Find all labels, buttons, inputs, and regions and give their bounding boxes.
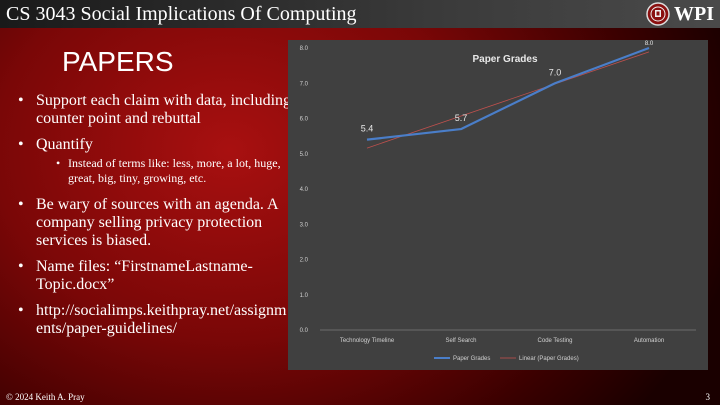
y-tick-label: 3.0 [300, 222, 309, 228]
x-tick-label: Technology Timeline [340, 338, 395, 344]
sub-bullet-text: Instead of terms like: less, more, a lot… [68, 156, 281, 185]
title-bar: CS 3043 Social Implications Of Computing… [0, 0, 720, 28]
data-label: 8.0 [645, 41, 654, 47]
bullet-dot-icon: • [18, 196, 24, 213]
course-title: CS 3043 Social Implications Of Computing [6, 3, 357, 25]
chart-legend: Paper Grades Linear (Paper Grades) [434, 356, 579, 362]
y-tick-label: 6.0 [300, 117, 309, 123]
data-label: 5.7 [455, 113, 468, 123]
bullet-item: • Be wary of sources with an agenda. A c… [18, 196, 293, 250]
bullet-link[interactable]: http://socialimps.keithpray.net/assignme… [36, 302, 287, 337]
plot-area: 5.4 5.7 7.0 8.0 [361, 41, 654, 149]
bullet-dot-icon: • [18, 136, 24, 153]
y-tick-label: 2.0 [300, 258, 309, 264]
x-tick-label: Self Search [445, 338, 476, 344]
x-axis: Technology Timeline Self Search Code Testi… [320, 329, 696, 344]
bullet-list: • Support each claim with data, includin… [18, 92, 293, 346]
chart-title: Paper Grades [472, 54, 537, 65]
sub-bullet-item: • Instead of terms like: less, more, a l… [56, 156, 293, 186]
trend-line [366, 51, 650, 149]
chart-svg: Paper Grades 0.0 1.0 2.0 3.0 4.0 5.0 6.0 7.0 8.0… [300, 41, 696, 362]
paper-grades-chart: Paper Grades 0.0 1.0 2.0 3.0 4.0 5.0 6.0 7.0 8.0… [288, 40, 708, 370]
bullet-dot-icon: • [18, 92, 24, 109]
x-tick-label: Automation [634, 338, 664, 344]
legend-series-label: Paper Grades [453, 356, 490, 362]
data-label: 5.4 [361, 124, 374, 134]
bullet-text: Name files: “FirstnameLastname-Topic.doc… [36, 258, 253, 293]
page-number: 3 [705, 392, 711, 402]
series-line [366, 46, 650, 141]
wpi-logo: WPI [646, 2, 714, 26]
y-tick-label: 0.0 [300, 328, 309, 334]
bullet-text: Be wary of sources with an agenda. A com… [36, 196, 278, 249]
x-tick-label: Code Testing [538, 338, 573, 344]
bullet-item: • http://socialimps.keithpray.net/assign… [18, 302, 293, 338]
bullet-item: • Name files: “FirstnameLastname-Topic.d… [18, 258, 293, 294]
y-tick-label: 4.0 [300, 187, 309, 193]
bullet-dot-icon: • [18, 302, 24, 319]
bullet-text: Support each claim with data, including … [36, 92, 292, 127]
bullet-dot-icon: • [56, 156, 61, 170]
wpi-seal-icon [646, 2, 670, 26]
bullet-item: • Support each claim with data, includin… [18, 92, 293, 128]
bullet-dot-icon: • [18, 258, 24, 275]
y-tick-label: 8.0 [300, 46, 309, 52]
data-label: 7.0 [549, 67, 562, 77]
slide-heading: PAPERS [62, 46, 174, 77]
y-tick-label: 5.0 [300, 152, 309, 158]
bullet-item: • Quantify [18, 136, 293, 154]
y-axis: 0.0 1.0 2.0 3.0 4.0 5.0 6.0 7.0 8.0 [300, 46, 309, 334]
legend-trend-label: Linear (Paper Grades) [519, 356, 579, 362]
y-tick-label: 7.0 [300, 81, 309, 87]
y-tick-label: 1.0 [300, 293, 309, 299]
logo-text: WPI [674, 3, 714, 25]
bullet-text: Quantify [36, 136, 93, 153]
footer-copyright: © 2024 Keith A. Pray [6, 392, 85, 402]
